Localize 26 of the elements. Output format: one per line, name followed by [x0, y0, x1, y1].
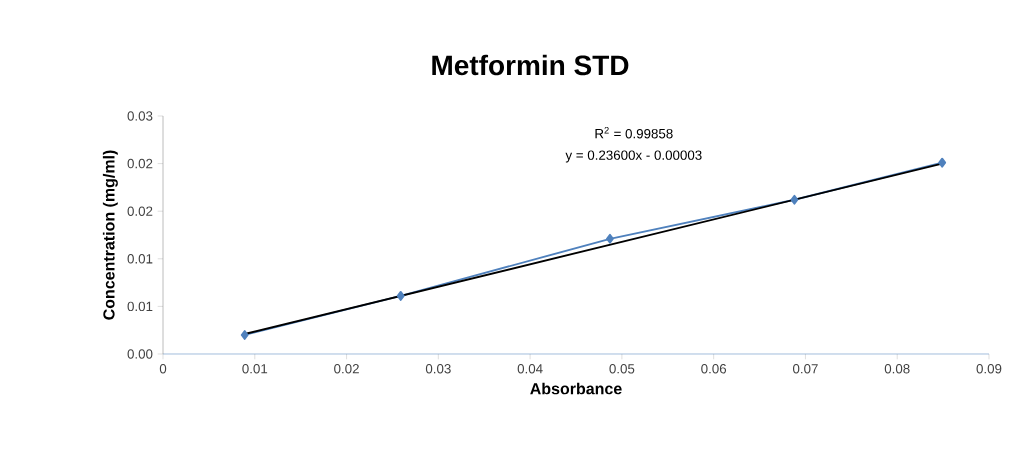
- y-tick-label: 0.00: [127, 349, 153, 359]
- point: [606, 233, 614, 244]
- point: [938, 157, 947, 168]
- x-tick-label: 0.03: [425, 364, 451, 374]
- x-tick-label: 0.02: [334, 364, 359, 374]
- y-tick-label: 0.01: [127, 301, 153, 312]
- point: [240, 330, 249, 340]
- y-tick-label: 0.02: [127, 158, 153, 169]
- x-tick-label: 0.08: [884, 364, 910, 374]
- x-tick-label: 0.01: [242, 364, 268, 374]
- x-tick-label: 0.06: [701, 364, 727, 374]
- annotation: R$^{2}$ = 0.99858: [595, 126, 673, 139]
- x-tick-label: 0.04: [517, 364, 543, 374]
- y-tick-label: 0.01: [127, 254, 153, 264]
- y-tick-label: 0.03: [127, 111, 153, 121]
- point: [396, 290, 405, 301]
- x-tick-label: 0.05: [609, 364, 635, 374]
- y-axis-title: Concentration (mg/ml): [102, 150, 118, 320]
- point: [790, 194, 799, 205]
- annotation: y = 0.23600x - 0.00003: [565, 150, 702, 163]
- x-axis-title: Absorbance: [530, 382, 622, 395]
- chart-title: Metformin STD: [432, 54, 629, 76]
- x-tick-label: 0.07: [792, 364, 818, 374]
- x-tick-label: 0.09: [976, 364, 1002, 374]
- y-tick-label: 0.02: [127, 206, 153, 216]
- x-tick-label: 0: [159, 364, 167, 374]
